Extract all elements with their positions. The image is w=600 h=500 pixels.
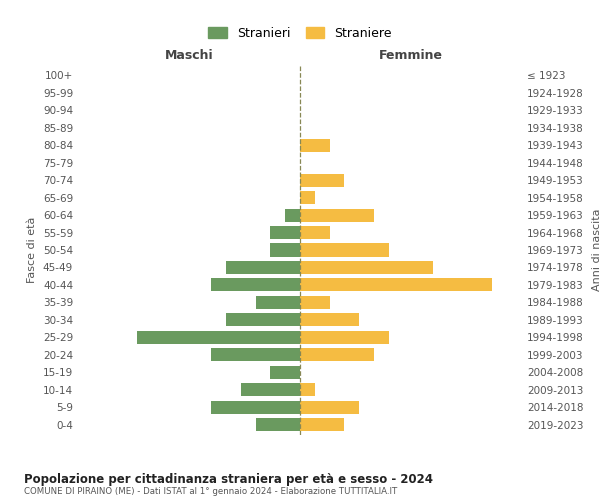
Bar <box>300 330 389 344</box>
Bar <box>300 314 359 326</box>
Bar <box>226 314 300 326</box>
Legend: Stranieri, Straniere: Stranieri, Straniere <box>205 23 395 44</box>
Bar <box>300 296 329 309</box>
Bar <box>271 366 300 378</box>
Text: COMUNE DI PIRAINO (ME) - Dati ISTAT al 1° gennaio 2024 - Elaborazione TUTTITALIA: COMUNE DI PIRAINO (ME) - Dati ISTAT al 1… <box>24 488 397 496</box>
Text: Maschi: Maschi <box>164 50 214 62</box>
Bar <box>300 138 329 152</box>
Bar <box>271 244 300 256</box>
Bar <box>300 244 389 256</box>
Text: Popolazione per cittadinanza straniera per età e sesso - 2024: Popolazione per cittadinanza straniera p… <box>24 472 433 486</box>
Bar <box>226 261 300 274</box>
Bar <box>211 348 300 362</box>
Bar <box>300 191 315 204</box>
Bar <box>300 383 315 396</box>
Bar <box>256 296 300 309</box>
Bar <box>300 261 433 274</box>
Bar <box>300 278 493 291</box>
Bar <box>300 348 374 362</box>
Y-axis label: Anni di nascita: Anni di nascita <box>592 209 600 291</box>
Bar <box>271 226 300 239</box>
Bar <box>137 330 300 344</box>
Bar <box>241 383 300 396</box>
Bar <box>300 208 374 222</box>
Text: Femmine: Femmine <box>379 50 443 62</box>
Bar <box>300 226 329 239</box>
Bar <box>285 208 300 222</box>
Y-axis label: Fasce di età: Fasce di età <box>28 217 37 283</box>
Bar <box>300 400 359 413</box>
Bar <box>300 174 344 186</box>
Bar <box>211 400 300 413</box>
Bar <box>256 418 300 431</box>
Bar <box>300 418 344 431</box>
Bar <box>211 278 300 291</box>
